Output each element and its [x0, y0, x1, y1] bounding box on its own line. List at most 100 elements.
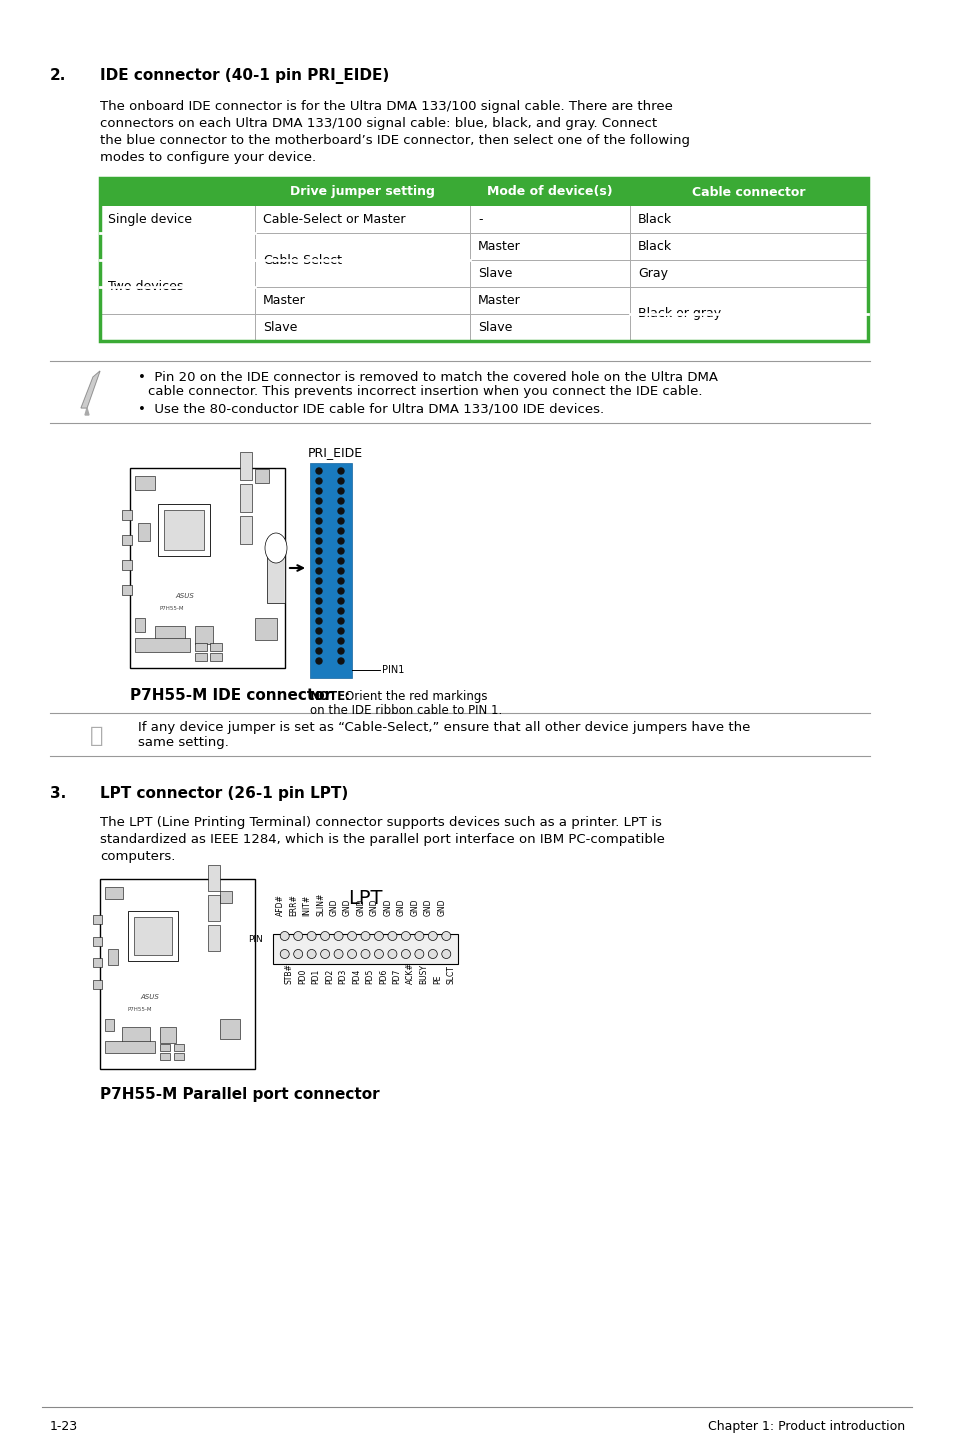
Text: NOTE:: NOTE:: [310, 690, 351, 703]
Bar: [254, 618, 276, 640]
Bar: [122, 1027, 150, 1043]
Text: 1-23: 1-23: [50, 1419, 78, 1434]
Circle shape: [315, 568, 322, 574]
Text: GND: GND: [370, 899, 378, 916]
Circle shape: [375, 949, 383, 959]
Text: PD3: PD3: [338, 969, 347, 984]
Text: Single device: Single device: [108, 213, 192, 226]
Bar: [100, 879, 254, 1068]
Bar: [164, 510, 204, 549]
Bar: [173, 1044, 184, 1051]
Circle shape: [307, 932, 315, 940]
Text: IDE connector (40-1 pin PRI_EIDE): IDE connector (40-1 pin PRI_EIDE): [100, 68, 389, 83]
Bar: [173, 1053, 184, 1060]
Circle shape: [315, 608, 322, 614]
Polygon shape: [85, 408, 89, 416]
Text: modes to configure your device.: modes to configure your device.: [100, 151, 315, 164]
Text: ACK#: ACK#: [405, 962, 415, 984]
Circle shape: [337, 477, 344, 485]
Text: The LPT (Line Printing Terminal) connector supports devices such as a printer. L: The LPT (Line Printing Terminal) connect…: [100, 815, 661, 828]
Text: PE: PE: [433, 975, 441, 984]
Bar: [194, 653, 207, 661]
Text: Drive jumper setting: Drive jumper setting: [290, 186, 435, 198]
Text: ERR#: ERR#: [289, 894, 298, 916]
Circle shape: [337, 508, 344, 513]
Bar: [133, 917, 172, 955]
Text: PD7: PD7: [392, 969, 401, 984]
Circle shape: [347, 949, 356, 959]
Text: computers.: computers.: [100, 850, 175, 863]
Circle shape: [375, 932, 383, 940]
Circle shape: [315, 498, 322, 503]
Circle shape: [428, 932, 436, 940]
Text: Chapter 1: Product introduction: Chapter 1: Product introduction: [707, 1419, 904, 1434]
Bar: [160, 1044, 170, 1051]
Circle shape: [315, 649, 322, 654]
Circle shape: [315, 508, 322, 513]
Text: Cable-Select: Cable-Select: [263, 253, 341, 266]
Text: ASUS: ASUS: [174, 592, 193, 600]
Text: STB#: STB#: [284, 963, 294, 984]
Text: Master: Master: [477, 240, 520, 253]
Text: INIT#: INIT#: [302, 894, 312, 916]
Bar: [92, 958, 102, 966]
Bar: [220, 1020, 240, 1040]
Circle shape: [441, 949, 451, 959]
Bar: [254, 469, 269, 483]
Text: •  Use the 80-conductor IDE cable for Ultra DMA 133/100 IDE devices.: • Use the 80-conductor IDE cable for Ult…: [138, 403, 603, 416]
Text: Black or gray: Black or gray: [638, 308, 720, 321]
Text: GND: GND: [383, 899, 392, 916]
Text: AFD#: AFD#: [275, 894, 284, 916]
Circle shape: [315, 628, 322, 634]
Bar: [210, 653, 222, 661]
Text: The onboard IDE connector is for the Ultra DMA 133/100 signal cable. There are t: The onboard IDE connector is for the Ult…: [100, 101, 672, 114]
Text: 👋: 👋: [90, 726, 103, 746]
Circle shape: [334, 932, 343, 940]
Text: •  Pin 20 on the IDE connector is removed to match the covered hole on the Ultra: • Pin 20 on the IDE connector is removed…: [138, 371, 718, 384]
Bar: [92, 981, 102, 989]
Bar: [208, 866, 220, 892]
Text: PD5: PD5: [365, 969, 375, 984]
Circle shape: [315, 518, 322, 523]
Text: 3.: 3.: [50, 787, 66, 801]
Bar: [122, 510, 132, 521]
Circle shape: [337, 538, 344, 544]
Circle shape: [337, 568, 344, 574]
Bar: [273, 935, 457, 963]
Bar: [108, 949, 118, 965]
Text: P7H55-M Parallel port connector: P7H55-M Parallel port connector: [100, 1087, 379, 1102]
Text: GND: GND: [436, 899, 446, 916]
Text: Slave: Slave: [263, 321, 297, 334]
Text: Orient the red markings: Orient the red markings: [345, 690, 487, 703]
Circle shape: [315, 558, 322, 564]
Bar: [122, 585, 132, 595]
Bar: [240, 485, 252, 512]
Circle shape: [337, 528, 344, 533]
Bar: [122, 559, 132, 569]
Text: SLIN#: SLIN#: [315, 893, 325, 916]
Text: PD6: PD6: [378, 969, 388, 984]
Text: P7H55-M IDE connector: P7H55-M IDE connector: [130, 687, 332, 703]
Circle shape: [315, 618, 322, 624]
Text: standardized as IEEE 1284, which is the parallel port interface on IBM PC-compat: standardized as IEEE 1284, which is the …: [100, 833, 664, 846]
Circle shape: [337, 548, 344, 554]
Bar: [128, 912, 178, 961]
Circle shape: [294, 949, 302, 959]
Text: SLCT: SLCT: [446, 965, 455, 984]
Circle shape: [415, 932, 423, 940]
Text: GND: GND: [410, 899, 419, 916]
Bar: [105, 887, 123, 899]
Circle shape: [337, 618, 344, 624]
Circle shape: [360, 949, 370, 959]
Circle shape: [401, 932, 410, 940]
Bar: [105, 1041, 154, 1053]
Ellipse shape: [265, 533, 287, 564]
Circle shape: [337, 467, 344, 475]
Text: connectors on each Ultra DMA 133/100 signal cable: blue, black, and gray. Connec: connectors on each Ultra DMA 133/100 sig…: [100, 116, 657, 129]
Text: Master: Master: [477, 293, 520, 306]
Circle shape: [320, 949, 330, 959]
Bar: [210, 643, 222, 651]
Text: If any device jumper is set as “Cable-Select,” ensure that all other device jump: If any device jumper is set as “Cable-Se…: [138, 720, 750, 733]
Text: Cable connector: Cable connector: [692, 186, 805, 198]
Circle shape: [315, 578, 322, 584]
